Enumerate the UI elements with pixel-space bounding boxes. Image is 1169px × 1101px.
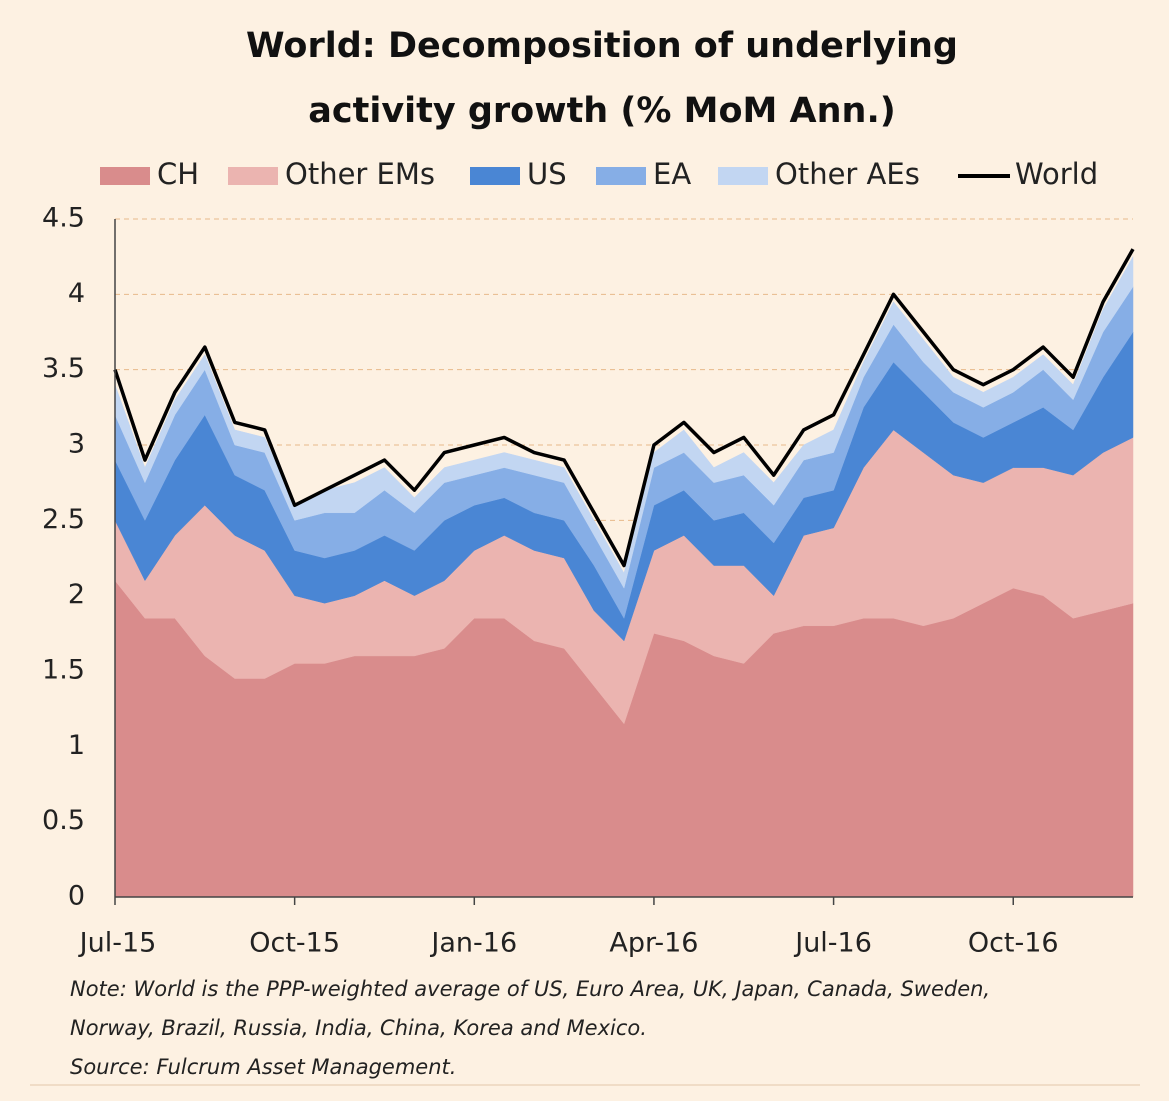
y-tick-label: 4 [68, 278, 85, 309]
note: Source: Fulcrum Asset Management. [70, 1055, 456, 1079]
area [114, 255, 1134, 589]
legend-swatch [100, 167, 150, 185]
legend-swatch [596, 167, 646, 185]
y-tick-label: 3 [68, 429, 85, 460]
legend-swatch [718, 167, 768, 185]
y-tick-label: 1 [68, 730, 85, 761]
x-tick-label: Oct-16 [968, 928, 1059, 959]
world-line [113, 248, 1135, 568]
y-tick-label: 1.5 [42, 655, 85, 686]
legend-label: CH [157, 157, 199, 191]
y-tick-label: 2 [68, 579, 85, 610]
x-tick-label: Jan-16 [429, 928, 517, 959]
legend-swatch [470, 167, 520, 185]
legend-label: Other EMs [285, 157, 435, 191]
chart-title: World: Decomposition of underlying [246, 26, 958, 66]
y-tick-label: 2.5 [42, 504, 85, 535]
y-tick-label: 0 [68, 881, 85, 912]
legend-swatch [228, 167, 278, 185]
note: Note: World is the PPP-weighted average … [70, 977, 990, 1001]
legend-label: Other AEs [775, 157, 920, 191]
x-tick-label: Jul-16 [793, 928, 872, 959]
legend-label: World [1015, 157, 1098, 191]
y-tick-label: 3.5 [42, 353, 85, 384]
y-tick-label: 4.5 [42, 203, 85, 234]
x-tick-label: Jul-15 [78, 928, 157, 959]
y-tick-label: 0.5 [42, 805, 85, 836]
x-tick-label: Oct-15 [249, 928, 340, 959]
legend-label: EA [653, 157, 691, 191]
x-tick-label: Apr-16 [609, 928, 698, 959]
chart-title: activity growth (% MoM Ann.) [308, 91, 896, 131]
legend-label: US [527, 157, 567, 191]
note: Norway, Brazil, Russia, India, China, Ko… [70, 1016, 647, 1040]
